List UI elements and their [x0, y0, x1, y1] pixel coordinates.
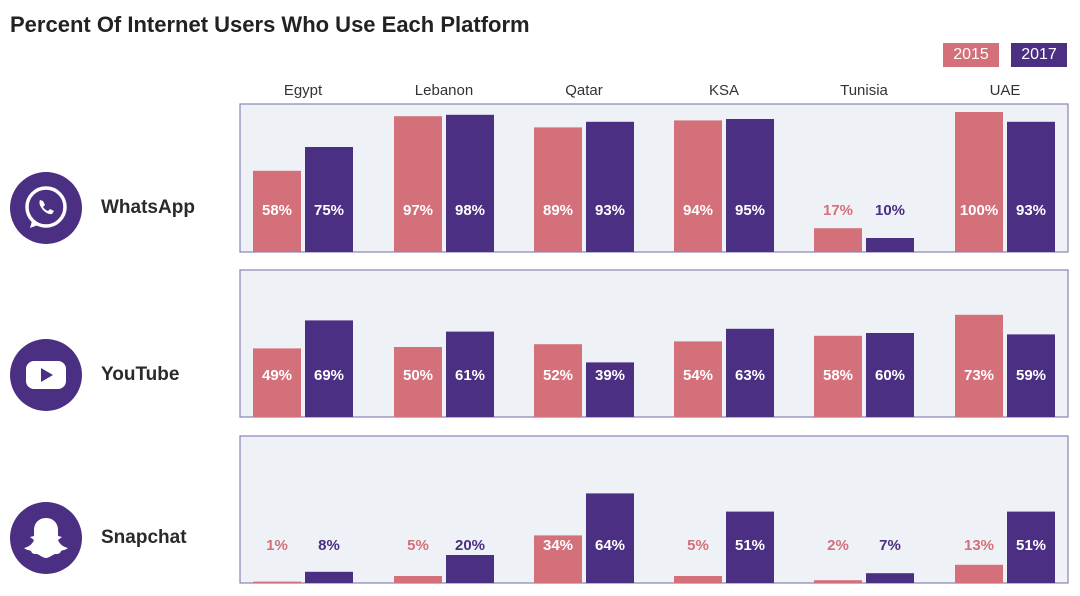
bar-youtube-lebanon-2017 — [446, 331, 494, 417]
bar-whatsapp-qatar-2015 — [534, 127, 582, 252]
data-label-snapchat-uae-2017: 51% — [1016, 537, 1046, 554]
data-label-snapchat-ksa-2015: 5% — [687, 537, 709, 554]
platform-label-whatsapp: WhatsApp — [101, 197, 195, 218]
category-label-tunisia: Tunisia — [840, 82, 888, 99]
bar-snapchat-ksa-2015 — [674, 576, 722, 583]
panel-whatsapp — [239, 103, 1069, 253]
bar-youtube-tunisia-2015 — [814, 335, 862, 417]
data-label-youtube-qatar-2017: 39% — [595, 367, 625, 384]
data-label-youtube-qatar-2015: 52% — [543, 367, 573, 384]
data-label-youtube-ksa-2017: 63% — [735, 367, 765, 384]
data-label-snapchat-tunisia-2015: 2% — [827, 537, 849, 554]
data-label-whatsapp-lebanon-2017: 98% — [455, 202, 485, 219]
whatsapp-icon — [10, 172, 82, 249]
bar-whatsapp-uae-2017 — [1007, 121, 1055, 252]
bar-whatsapp-ksa-2015 — [674, 120, 722, 253]
bar-youtube-uae-2015 — [955, 314, 1003, 417]
bar-youtube-uae-2017 — [1007, 334, 1055, 417]
bar-snapchat-lebanon-2015 — [394, 576, 442, 583]
bar-snapchat-egypt-2015 — [253, 581, 301, 583]
bar-snapchat-lebanon-2017 — [446, 555, 494, 583]
data-label-youtube-egypt-2015: 49% — [262, 367, 292, 384]
bar-whatsapp-tunisia-2017 — [866, 238, 914, 252]
bar-snapchat-tunisia-2017 — [866, 573, 914, 583]
data-label-whatsapp-ksa-2017: 95% — [735, 202, 765, 219]
data-label-youtube-lebanon-2015: 50% — [403, 367, 433, 384]
bar-snapchat-uae-2015 — [955, 564, 1003, 583]
bar-whatsapp-qatar-2017 — [586, 121, 634, 252]
bar-whatsapp-uae-2015 — [955, 112, 1003, 252]
bar-youtube-egypt-2017 — [305, 320, 353, 417]
youtube-icon — [10, 339, 82, 416]
panel-snapchat — [239, 435, 1069, 584]
bar-whatsapp-ksa-2017 — [726, 119, 774, 252]
data-label-whatsapp-egypt-2015: 58% — [262, 202, 292, 219]
panel-youtube — [239, 269, 1069, 418]
bar-whatsapp-lebanon-2015 — [394, 116, 442, 252]
data-label-snapchat-uae-2015: 13% — [964, 537, 994, 554]
data-label-whatsapp-uae-2015: 100% — [960, 202, 998, 219]
category-label-egypt: Egypt — [284, 82, 323, 99]
bar-whatsapp-tunisia-2015 — [814, 228, 862, 252]
bar-snapchat-uae-2017 — [1007, 511, 1055, 583]
data-label-snapchat-tunisia-2017: 7% — [879, 537, 901, 554]
category-label-ksa: KSA — [709, 82, 739, 99]
data-label-snapchat-egypt-2017: 8% — [318, 537, 340, 554]
data-label-whatsapp-egypt-2017: 75% — [314, 202, 344, 219]
bar-youtube-ksa-2017 — [726, 328, 774, 417]
bar-whatsapp-egypt-2017 — [305, 147, 353, 252]
chart-title: Percent Of Internet Users Who Use Each P… — [10, 12, 530, 37]
bar-youtube-tunisia-2017 — [866, 333, 914, 417]
snapchat-icon — [10, 502, 82, 579]
data-label-whatsapp-tunisia-2015: 17% — [823, 202, 853, 219]
bar-snapchat-qatar-2015 — [534, 535, 582, 583]
bar-youtube-ksa-2015 — [674, 341, 722, 417]
data-label-whatsapp-qatar-2017: 93% — [595, 202, 625, 219]
bar-snapchat-egypt-2017 — [305, 571, 353, 583]
data-label-youtube-uae-2017: 59% — [1016, 367, 1046, 384]
data-label-snapchat-ksa-2017: 51% — [735, 537, 765, 554]
data-label-snapchat-qatar-2017: 64% — [595, 537, 625, 554]
category-label-lebanon: Lebanon — [415, 82, 473, 99]
data-label-youtube-lebanon-2017: 61% — [455, 367, 485, 384]
data-label-whatsapp-qatar-2015: 89% — [543, 202, 573, 219]
bar-youtube-qatar-2015 — [534, 344, 582, 417]
bar-youtube-qatar-2017 — [586, 362, 634, 417]
data-label-snapchat-lebanon-2015: 5% — [407, 537, 429, 554]
platform-label-snapchat: Snapchat — [101, 527, 187, 548]
platform-label-youtube: YouTube — [101, 364, 180, 385]
data-label-youtube-tunisia-2015: 58% — [823, 367, 853, 384]
bar-whatsapp-lebanon-2017 — [446, 114, 494, 252]
bar-whatsapp-egypt-2015 — [253, 170, 301, 252]
data-label-snapchat-qatar-2015: 34% — [543, 537, 573, 554]
data-label-snapchat-egypt-2015: 1% — [266, 537, 288, 554]
bar-youtube-lebanon-2015 — [394, 347, 442, 417]
data-label-youtube-tunisia-2017: 60% — [875, 367, 905, 384]
legend-item-2017: 2017 — [1011, 43, 1067, 67]
data-label-whatsapp-lebanon-2015: 97% — [403, 202, 433, 219]
data-label-youtube-uae-2015: 73% — [964, 367, 994, 384]
bar-snapchat-qatar-2017 — [586, 493, 634, 583]
category-label-uae: UAE — [990, 82, 1021, 99]
data-label-snapchat-lebanon-2017: 20% — [455, 537, 485, 554]
data-label-whatsapp-ksa-2015: 94% — [683, 202, 713, 219]
category-label-qatar: Qatar — [565, 82, 603, 99]
legend-item-2015: 2015 — [943, 43, 999, 67]
data-label-whatsapp-tunisia-2017: 10% — [875, 202, 905, 219]
bar-snapchat-ksa-2017 — [726, 511, 774, 583]
data-label-whatsapp-uae-2017: 93% — [1016, 202, 1046, 219]
data-label-youtube-ksa-2015: 54% — [683, 367, 713, 384]
bar-youtube-egypt-2015 — [253, 348, 301, 417]
bar-snapchat-tunisia-2015 — [814, 580, 862, 583]
data-label-youtube-egypt-2017: 69% — [314, 367, 344, 384]
